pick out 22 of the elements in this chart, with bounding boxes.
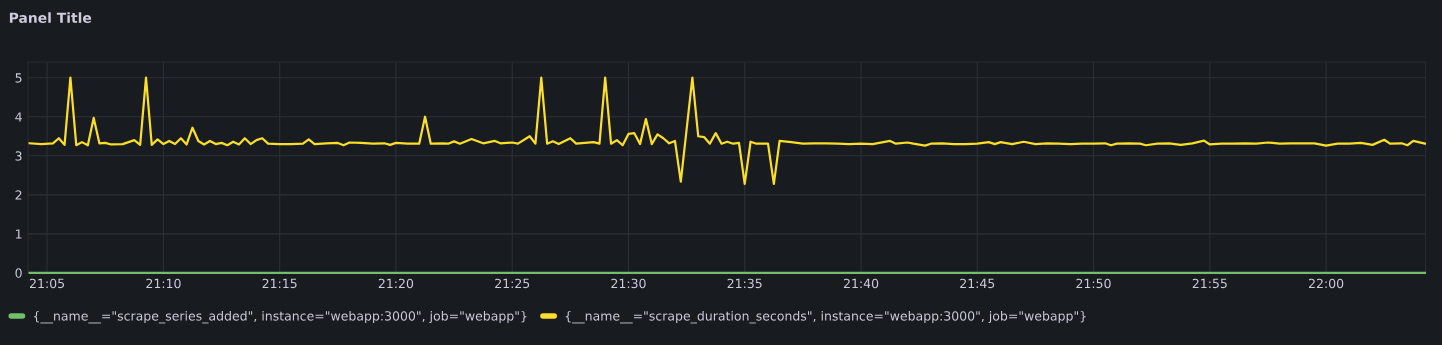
x-tick-label: 21:15: [262, 278, 297, 289]
y-tick-label: 5: [15, 73, 22, 83]
x-tick-label: 21:40: [843, 278, 879, 289]
legend-label: {__name__="scrape_duration_seconds", instance="webapp:3000", job="webapp"}: [565, 310, 1086, 324]
x-tick-label: 21:25: [495, 278, 530, 289]
x-tick-label: 22:00: [1308, 278, 1344, 289]
x-tick-label: 21:05: [30, 278, 65, 289]
y-tick-label: 0: [15, 268, 22, 278]
y-tick-label: 4: [15, 112, 22, 122]
line-series: [28, 76, 1426, 185]
y-tick-label: 2: [15, 190, 22, 200]
x-tick-label: 21:10: [146, 278, 181, 289]
y-tick-label: 3: [15, 151, 22, 161]
x-tick-label: 21:35: [727, 278, 762, 289]
chart-title: Panel Title: [9, 12, 92, 23]
y-tick-label: 1: [15, 229, 22, 239]
x-tick-label: 21:20: [378, 278, 414, 289]
x-tick-label: 21:45: [960, 278, 995, 289]
x-tick-label: 21:30: [611, 278, 646, 289]
x-tick-label: 21:55: [1192, 278, 1227, 289]
legend-label: {__name__="scrape_series_added", instance="webapp:3000", job="webapp"}: [34, 310, 527, 324]
x-tick-label: 21:50: [1076, 278, 1111, 289]
